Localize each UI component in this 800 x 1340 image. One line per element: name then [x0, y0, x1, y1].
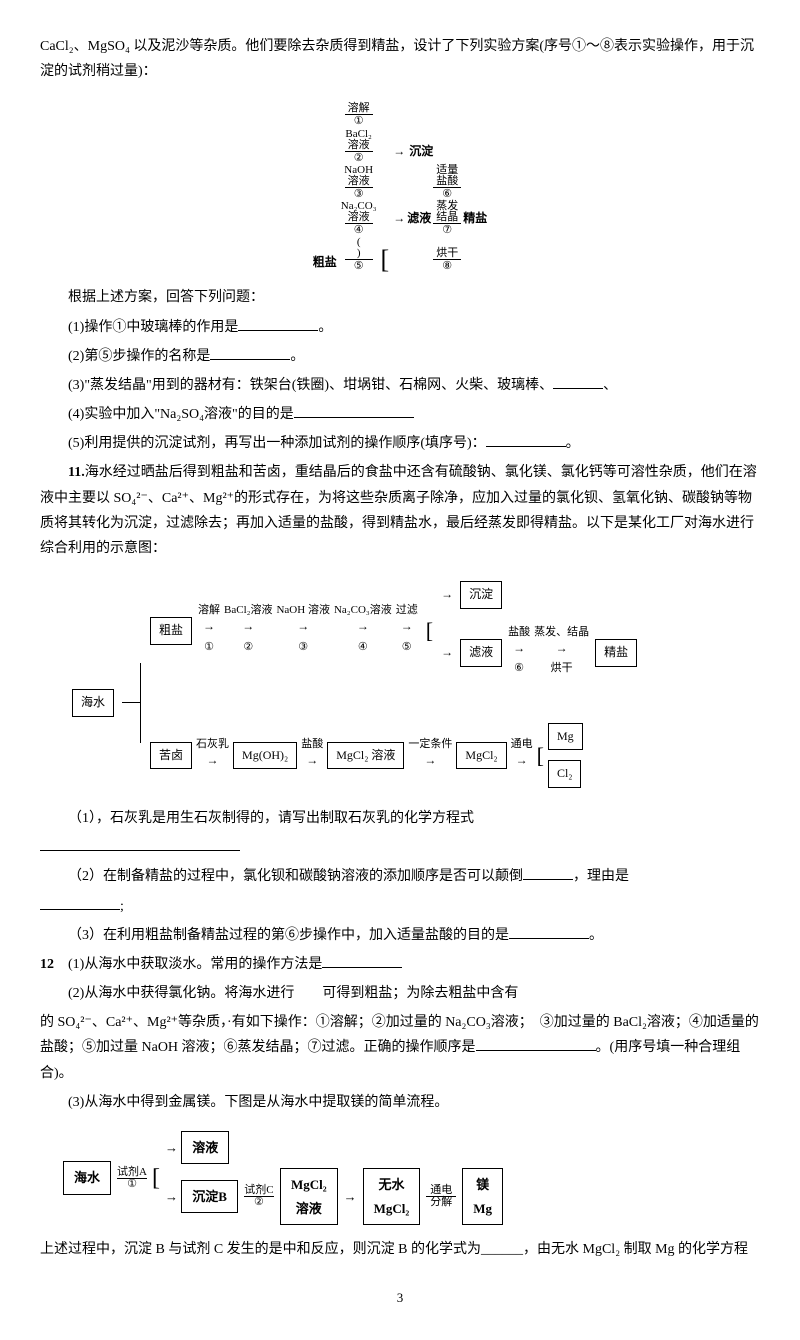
problem-11: 11.海水经过晒盐后得到粗盐和苦卤，重结晶后的食盐中还含有硫酸钠、氯化镁、氯化钙…	[40, 460, 760, 561]
f2-seawater: 海水	[72, 689, 114, 717]
p11-q3: （3）在利用粗盐制备精盐过程的第⑥步操作中，加入适量盐酸的目的是。	[40, 923, 760, 948]
flow-step: 适量盐酸⑥	[433, 165, 461, 201]
page-number: 3	[40, 1286, 760, 1309]
f3-anhydrous-mgcl2: 无水 MgCl₂	[363, 1168, 421, 1225]
flow2-step: 溶解→①	[196, 603, 222, 659]
p11-q2-blank: ;	[40, 894, 760, 919]
flow2-step: BaCl₂溶液→②	[222, 603, 274, 659]
f3-mgcl2-sol: MgCl₂ 溶液	[280, 1168, 338, 1225]
p11-q2: （2）在制备精盐的过程中，氯化钡和碳酸钠溶液的添加顺序是否可以颠倒，理由是	[40, 864, 760, 889]
f2-mgcl2-sol: MgCl₂ 溶液	[327, 742, 404, 770]
flow-step: ()⑤	[341, 237, 377, 273]
flow-step: 蒸发结晶⑦	[433, 201, 461, 237]
q3: (3)"蒸发结晶"用到的器材有：铁架台(铁圈)、坩埚钳、石棉网、火柴、玻璃棒、、	[40, 373, 760, 398]
f2-mgoh2: Mg(OH)₂	[233, 742, 297, 770]
flow1-branch-top: 沉淀	[409, 141, 433, 163]
f2-filtrate: 滤液	[460, 639, 502, 667]
q4: (4)实验中加入"Na₂SO₄溶液"的目的是	[40, 402, 760, 427]
flow2-after-step: 蒸发、结晶→烘干	[532, 625, 591, 681]
flow2-step: Na₂CO₃溶液→④	[332, 603, 394, 659]
q1: (1)操作①中玻璃棒的作用是。	[40, 315, 760, 340]
flow2-step: 过滤→⑤	[394, 603, 420, 659]
f2-cl2: Cl₂	[548, 760, 582, 788]
flow-step: NaOH溶液③	[341, 165, 377, 201]
flow1-end: 精盐	[463, 208, 487, 230]
flowchart-2: 粗盐 溶解→①BaCl₂溶液→②NaOH 溶液→③Na₂CO₃溶液→④过滤→⑤ …	[70, 575, 760, 792]
flow1-start: 粗盐	[313, 252, 337, 274]
problem-12-q1: 12 (1)从海水中获取淡水。常用的操作方法是	[40, 952, 760, 977]
flowchart-3: 海水 试剂A ① [ → 溶液 → 沉淀B 试剂C ② MgCl₂ 溶液 → 无…	[60, 1129, 760, 1227]
p11-label: 11.	[68, 465, 85, 480]
f3-start: 海水	[63, 1161, 111, 1194]
f2-mgcl2: MgCl₂	[456, 742, 506, 770]
final-paragraph: 上述过程中，沉淀 B 与试剂 C 发生的是中和反应，则沉淀 B 的化学式为___…	[40, 1237, 760, 1262]
f2-mg: Mg	[548, 723, 583, 751]
problem-12-q2b: 的 SO₄²⁻、Ca²⁺、Mg²⁺等杂质，·有如下操作：①溶解；②加过量的 Na…	[40, 1010, 760, 1086]
f2-top-end: 精盐	[595, 639, 637, 667]
f2-bot-start: 苦卤	[150, 742, 192, 770]
flow2-after-step: 盐酸→⑥	[506, 625, 532, 681]
f3-precipitate-b: 沉淀B	[181, 1180, 238, 1213]
flowchart-1: 粗盐 溶解①BaCl₂溶液②NaOH溶液③Na₂CO₃溶液④()⑤ [ →沉淀 …	[40, 92, 760, 273]
flow2-step: NaOH 溶液→③	[274, 603, 331, 659]
problem-12-q3: (3)从海水中得到金属镁。下图是从海水中提取镁的简单流程。	[40, 1090, 760, 1115]
flow-step: Na₂CO₃溶液④	[341, 201, 377, 237]
f3-solution: 溶液	[181, 1131, 229, 1164]
p11-q1: （1），石灰乳是用生石灰制得的，请写出制取石灰乳的化学方程式	[40, 806, 760, 831]
q5: (5)利用提供的沉淀试剂，再写出一种添加试剂的操作顺序(填序号)：。	[40, 431, 760, 456]
q2: (2)第⑤步操作的名称是。	[40, 344, 760, 369]
f2-top-start: 粗盐	[150, 617, 192, 645]
p11-q1-blank	[40, 835, 760, 860]
f2-precipitate: 沉淀	[460, 581, 502, 609]
f3-mg: 镁 Mg	[462, 1168, 503, 1225]
flow1-open-bracket: [	[381, 247, 390, 273]
flow1-filter-liquid: 滤液	[407, 208, 431, 230]
q-root: 根据上述方案，回答下列问题：	[40, 285, 760, 310]
flow-step: BaCl₂溶液②	[341, 129, 377, 165]
flow-step: 烘干⑧	[433, 237, 461, 273]
problem-12-q2a: (2)从海水中获得氯化钠。将海水进行 可得到粗盐；为除去粗盐中含有	[40, 981, 760, 1006]
intro-paragraph: CaCl₂、MgSO₄ 以及泥沙等杂质。他们要除去杂质得到精盐，设计了下列实验方…	[40, 34, 760, 84]
flow-step: 溶解①	[341, 92, 377, 128]
